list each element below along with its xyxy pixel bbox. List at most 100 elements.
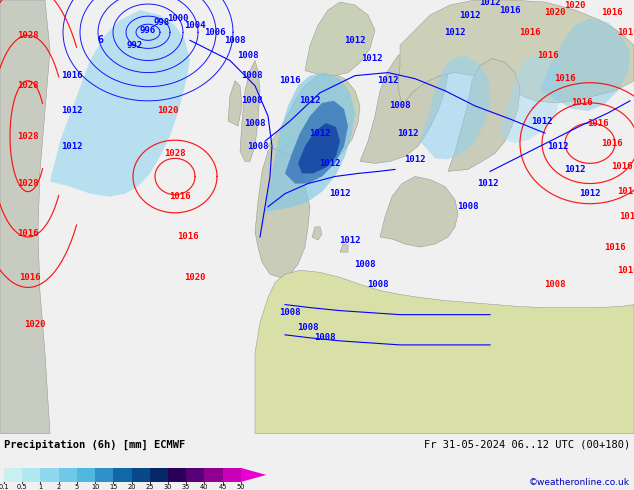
Text: 40: 40 [200, 484, 209, 490]
Text: 15: 15 [109, 484, 117, 490]
Text: 1016: 1016 [169, 192, 191, 201]
Polygon shape [380, 176, 458, 247]
Bar [95, 468, 113, 482]
Text: 1016: 1016 [587, 119, 609, 127]
Text: 1016: 1016 [537, 51, 559, 60]
Bar [4, 468, 22, 482]
Text: 2: 2 [56, 484, 61, 490]
Text: 1016: 1016 [279, 76, 301, 85]
Polygon shape [255, 270, 634, 434]
Polygon shape [398, 0, 634, 106]
Text: 0.5: 0.5 [17, 484, 27, 490]
Text: 1012: 1012 [361, 54, 383, 63]
Text: 1008: 1008 [314, 333, 336, 343]
Text: 1012: 1012 [344, 36, 366, 45]
Text: 1028: 1028 [17, 31, 39, 40]
Text: 1012: 1012 [320, 159, 340, 168]
Text: 1004: 1004 [184, 21, 206, 30]
Text: ©weatheronline.co.uk: ©weatheronline.co.uk [529, 478, 630, 487]
Text: 1012: 1012 [404, 155, 426, 164]
Text: 1016: 1016 [619, 212, 634, 221]
Text: 1028: 1028 [17, 179, 39, 188]
Text: 6: 6 [97, 35, 103, 46]
Text: 20: 20 [127, 484, 136, 490]
Text: 1012: 1012 [299, 97, 321, 105]
Text: 1008: 1008 [544, 280, 566, 289]
Text: 1008: 1008 [224, 36, 246, 45]
Text: 1012: 1012 [547, 142, 569, 151]
Text: 1012: 1012 [579, 189, 601, 198]
Polygon shape [500, 55, 562, 143]
Bar [150, 468, 168, 482]
Polygon shape [312, 227, 322, 240]
Text: 1012: 1012 [61, 142, 83, 151]
Text: 992: 992 [127, 41, 143, 50]
Text: 1012: 1012 [329, 189, 351, 198]
Text: 5: 5 [75, 484, 79, 490]
Polygon shape [360, 49, 448, 163]
Text: 1016: 1016 [601, 8, 623, 17]
Text: 1012: 1012 [479, 0, 501, 6]
Text: 1008: 1008 [247, 142, 269, 151]
Text: 1016: 1016 [554, 74, 576, 83]
Text: 996: 996 [140, 26, 156, 35]
Polygon shape [0, 0, 50, 434]
Text: 1000: 1000 [167, 14, 189, 23]
Polygon shape [420, 55, 490, 159]
Text: 1008: 1008 [237, 51, 259, 60]
Text: 1008: 1008 [297, 323, 319, 332]
Polygon shape [240, 60, 260, 161]
Text: 1016: 1016 [618, 266, 634, 275]
Polygon shape [241, 468, 266, 482]
Text: 1016: 1016 [601, 139, 623, 147]
Polygon shape [340, 244, 348, 252]
Text: 25: 25 [145, 484, 154, 490]
Text: 1008: 1008 [242, 97, 262, 105]
Bar [131, 468, 150, 482]
Polygon shape [540, 18, 630, 111]
Text: 1016: 1016 [618, 187, 634, 196]
Text: 1008: 1008 [279, 308, 301, 317]
Polygon shape [268, 73, 360, 167]
Bar [58, 468, 77, 482]
Text: 1008: 1008 [244, 119, 266, 127]
Text: 1012: 1012 [564, 165, 586, 174]
Text: 1016: 1016 [17, 229, 39, 239]
Bar [204, 468, 223, 482]
Text: 35: 35 [182, 484, 190, 490]
Text: 1008: 1008 [389, 101, 411, 110]
Text: 1016: 1016 [571, 98, 593, 107]
Text: 0.1: 0.1 [0, 484, 10, 490]
Text: 1012: 1012 [444, 28, 466, 37]
Text: 1012: 1012 [459, 11, 481, 20]
Text: 1012: 1012 [61, 106, 83, 116]
Polygon shape [228, 81, 242, 126]
Text: 1020: 1020 [564, 0, 586, 9]
Polygon shape [305, 2, 375, 75]
Text: 1016: 1016 [61, 71, 83, 80]
Text: 45: 45 [218, 484, 227, 490]
Text: 1016: 1016 [604, 243, 626, 251]
Text: 1012: 1012 [309, 128, 331, 138]
Text: 1016: 1016 [611, 162, 633, 171]
Bar [223, 468, 241, 482]
Text: Fr 31-05-2024 06..12 UTC (00+180): Fr 31-05-2024 06..12 UTC (00+180) [424, 440, 630, 450]
Bar [168, 468, 186, 482]
Text: 1012: 1012 [531, 117, 553, 125]
Text: 1016: 1016 [178, 232, 198, 242]
Polygon shape [255, 141, 310, 277]
Text: 1016: 1016 [618, 28, 634, 37]
Text: 1016: 1016 [19, 273, 41, 282]
Polygon shape [50, 10, 190, 196]
Text: 1008: 1008 [457, 202, 479, 211]
Polygon shape [285, 101, 348, 184]
Polygon shape [448, 58, 520, 172]
Bar [186, 468, 204, 482]
Text: 1012: 1012 [377, 76, 399, 85]
Text: 1012: 1012 [477, 179, 499, 188]
Bar [22, 468, 41, 482]
Text: Precipitation (6h) [mm] ECMWF: Precipitation (6h) [mm] ECMWF [4, 440, 185, 450]
Text: 1016: 1016 [499, 5, 521, 15]
Text: 1028: 1028 [17, 81, 39, 90]
Text: 50: 50 [236, 484, 245, 490]
